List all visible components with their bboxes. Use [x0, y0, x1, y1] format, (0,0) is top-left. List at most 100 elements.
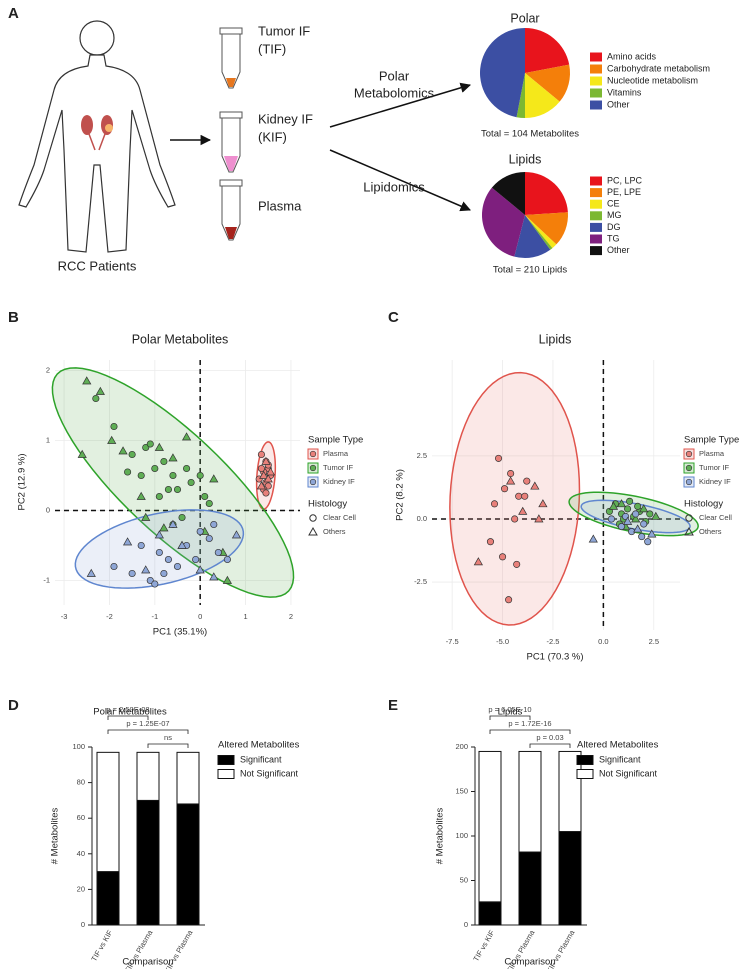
- point: [214, 548, 222, 557]
- point: [141, 565, 151, 574]
- y-tick-label: 80: [77, 778, 85, 787]
- point: [639, 504, 649, 513]
- x-tick-label: -7.5: [446, 637, 459, 646]
- legend-title: Sample Type: [684, 435, 739, 446]
- bar-segment: [176, 803, 200, 926]
- point: [178, 513, 186, 522]
- legend-swatch: [590, 211, 602, 221]
- y-axis-label: # Metabolites: [50, 808, 61, 865]
- legend-swatch: [590, 88, 602, 98]
- point: [518, 506, 528, 515]
- legend-swatch: [590, 234, 602, 244]
- y-tick-label: 1: [46, 435, 50, 444]
- point: [160, 569, 168, 578]
- point: [534, 514, 544, 523]
- point: [201, 492, 209, 501]
- pie-slice: [525, 64, 570, 102]
- legend-swatch: [590, 199, 602, 209]
- point: [638, 533, 646, 541]
- legend-swatch: [590, 100, 602, 110]
- legend-label: Amino acids: [607, 51, 657, 61]
- point: [110, 562, 118, 571]
- legend-label: Others: [323, 527, 346, 536]
- legend-swatch: [217, 755, 235, 765]
- legend-swatch: [590, 176, 602, 186]
- arrow: [329, 149, 471, 212]
- legend-swatch: [590, 52, 602, 62]
- arrow: [329, 82, 472, 128]
- legend-swatch: [685, 478, 693, 486]
- tube: [219, 179, 243, 241]
- point: [154, 530, 164, 539]
- point: [92, 394, 100, 403]
- point: [196, 471, 204, 480]
- y-tick-label: -2.5: [414, 577, 427, 586]
- y-tick-label: 50: [460, 875, 468, 884]
- y-axis-label: # Metabolites: [435, 808, 446, 865]
- bar-segment: [136, 799, 160, 926]
- point: [513, 560, 521, 568]
- bar-segment: [96, 871, 120, 926]
- method-label: Lipidomics: [363, 179, 425, 194]
- legend-label: PE, LPE: [607, 187, 641, 197]
- method-label: Metabolomics: [354, 85, 435, 100]
- pie-slice: [525, 73, 560, 118]
- legend-label: Other: [607, 99, 630, 109]
- significance-label: p = 1.25E-07: [126, 719, 169, 728]
- legend-label: Not Significant: [599, 768, 658, 778]
- legend-swatch: [684, 526, 694, 536]
- sample-label: (TIF): [258, 41, 286, 56]
- point: [631, 514, 641, 523]
- point: [647, 529, 657, 538]
- point: [515, 492, 523, 500]
- point: [530, 481, 540, 490]
- point: [651, 511, 661, 520]
- y-axis-label: PC2 (8.2 %): [395, 469, 406, 521]
- significance-label: p = 1.72E-16: [508, 719, 551, 728]
- tube: [219, 111, 243, 173]
- legend-label: Tumor IF: [323, 463, 354, 472]
- point: [223, 555, 231, 564]
- point: [588, 534, 598, 543]
- point: [494, 454, 503, 462]
- x-tick-label: TIF vs KIF: [89, 928, 114, 963]
- bar-segment: [136, 751, 160, 801]
- significance-bracket: [107, 729, 189, 734]
- panel-label: B: [8, 309, 19, 326]
- point: [122, 537, 133, 546]
- legend-title: Altered Metabolites: [577, 740, 659, 751]
- pie-slice: [514, 215, 551, 258]
- point: [501, 485, 509, 493]
- y-tick-label: 0: [81, 920, 85, 929]
- legend-swatch: [685, 450, 693, 458]
- point: [231, 530, 242, 539]
- method-label: Polar: [379, 68, 410, 83]
- point: [159, 523, 169, 532]
- point: [646, 510, 654, 518]
- bar-segment: [96, 751, 120, 873]
- point: [505, 596, 513, 604]
- legend-label: Kidney IF: [323, 477, 355, 486]
- confidence-ellipse: [449, 371, 581, 626]
- legend-swatch: [309, 478, 317, 486]
- point: [616, 499, 627, 508]
- x-tick-label: -2.5: [547, 637, 560, 646]
- x-tick-label: -2: [106, 612, 113, 621]
- legend-label: MG: [607, 210, 622, 220]
- pie-note: Total = 210 Lipids: [493, 265, 567, 276]
- panel-label: C: [388, 309, 399, 326]
- point: [506, 476, 516, 485]
- x-axis-label: Comparison: [504, 957, 555, 968]
- legend-title: Histology: [684, 499, 723, 510]
- point: [128, 450, 136, 459]
- point: [110, 422, 118, 431]
- x-tick-label: 2.5: [649, 637, 659, 646]
- point: [209, 572, 219, 581]
- point: [195, 565, 205, 574]
- point: [507, 470, 515, 478]
- panel-label: D: [8, 697, 19, 714]
- significance-bracket: [489, 729, 571, 734]
- point: [169, 471, 177, 480]
- point: [77, 449, 87, 458]
